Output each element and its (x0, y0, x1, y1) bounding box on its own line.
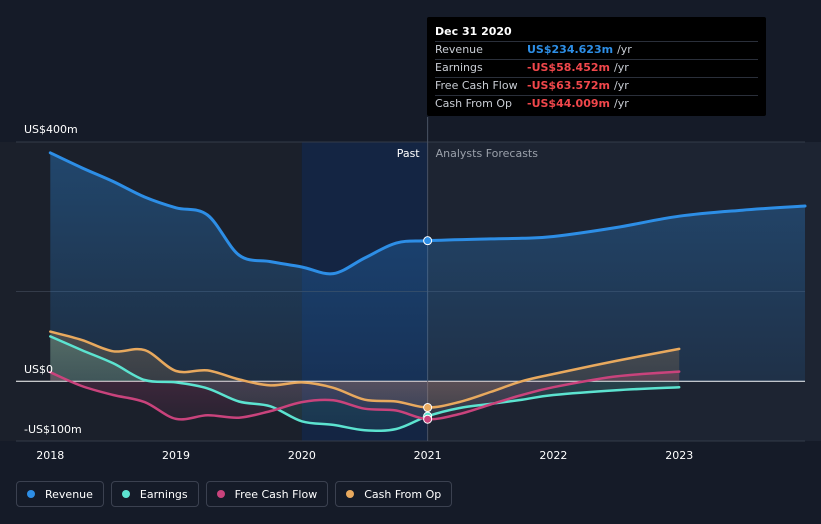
marker-free-cash-flow (423, 414, 433, 424)
past-label: Past (397, 147, 421, 160)
legend-dot-icon (121, 490, 130, 498)
legend-label: Revenue (45, 487, 93, 501)
tooltip-series-value: -US$44.009m (527, 97, 610, 110)
legend-label: Cash From Op (364, 487, 442, 501)
tooltip-unit: /yr (617, 43, 632, 56)
tooltip-date: Dec 31 2020 (435, 25, 512, 38)
x-tick-label: 2022 (539, 449, 567, 462)
marker-cash-from-op (423, 403, 433, 413)
tooltip-row: Free Cash Flow -US$63.572m/yr (435, 77, 758, 95)
tooltip-series-value: -US$63.572m (527, 79, 610, 92)
legend-item-revenue[interactable]: Revenue (16, 481, 104, 507)
tooltip-unit: /yr (613, 79, 629, 92)
legend-dot-icon (216, 490, 225, 498)
tooltip-series-name: Revenue (435, 43, 483, 56)
x-tick-label: 2018 (36, 449, 64, 462)
tooltip-row: Revenue US$234.623m/yr (435, 41, 758, 59)
legend-item-earnings[interactable]: Earnings (110, 481, 199, 507)
legend-item-free-cash-flow[interactable]: Free Cash Flow (205, 481, 329, 507)
y-tick-label: US$400m (24, 123, 78, 136)
y-tick-label: US$0 (24, 363, 53, 376)
legend-dot-icon (346, 490, 355, 498)
area-revenue (50, 152, 806, 382)
y-tick-label: -US$100m (24, 423, 82, 436)
legend-label: Earnings (139, 487, 188, 501)
hover-tooltip: Dec 31 2020 Revenue US$234.623m/yr Earning… (427, 17, 766, 116)
tooltip-row: Cash From Op -US$44.009m/yr (435, 95, 758, 113)
legend-item-cash-from-op[interactable]: Cash From Op (335, 481, 453, 507)
x-tick-label: 2021 (414, 449, 442, 462)
tooltip-series-value: US$234.623m (527, 43, 614, 56)
line-free-cash-flow (49, 370, 681, 421)
x-tick-label: 2020 (288, 449, 316, 462)
tooltip-series-name: Cash From Op (435, 97, 513, 110)
line-earnings (49, 335, 681, 433)
tooltip-row: Earnings -US$58.452m/yr (435, 59, 758, 77)
line-cash-from-op (49, 330, 681, 409)
tooltip-unit: /yr (613, 61, 629, 74)
legend-label: Free Cash Flow (234, 487, 318, 501)
forecast-label: Analysts Forecasts (436, 147, 539, 160)
line-revenue (48, 151, 807, 276)
tooltip-series-value: -US$58.452m (527, 61, 610, 74)
legend-dot-icon (27, 490, 35, 498)
tooltip-unit: /yr (613, 97, 629, 110)
tooltip-series-name: Earnings (435, 61, 483, 74)
area-cash-from-op (50, 331, 680, 408)
marker-revenue (423, 236, 433, 246)
x-tick-label: 2023 (665, 449, 693, 462)
tooltip-series-name: Free Cash Flow (435, 79, 518, 92)
x-tick-label: 2019 (162, 449, 190, 462)
chart-legend: Revenue Earnings Free Cash Flow Cash From O… (16, 481, 453, 507)
